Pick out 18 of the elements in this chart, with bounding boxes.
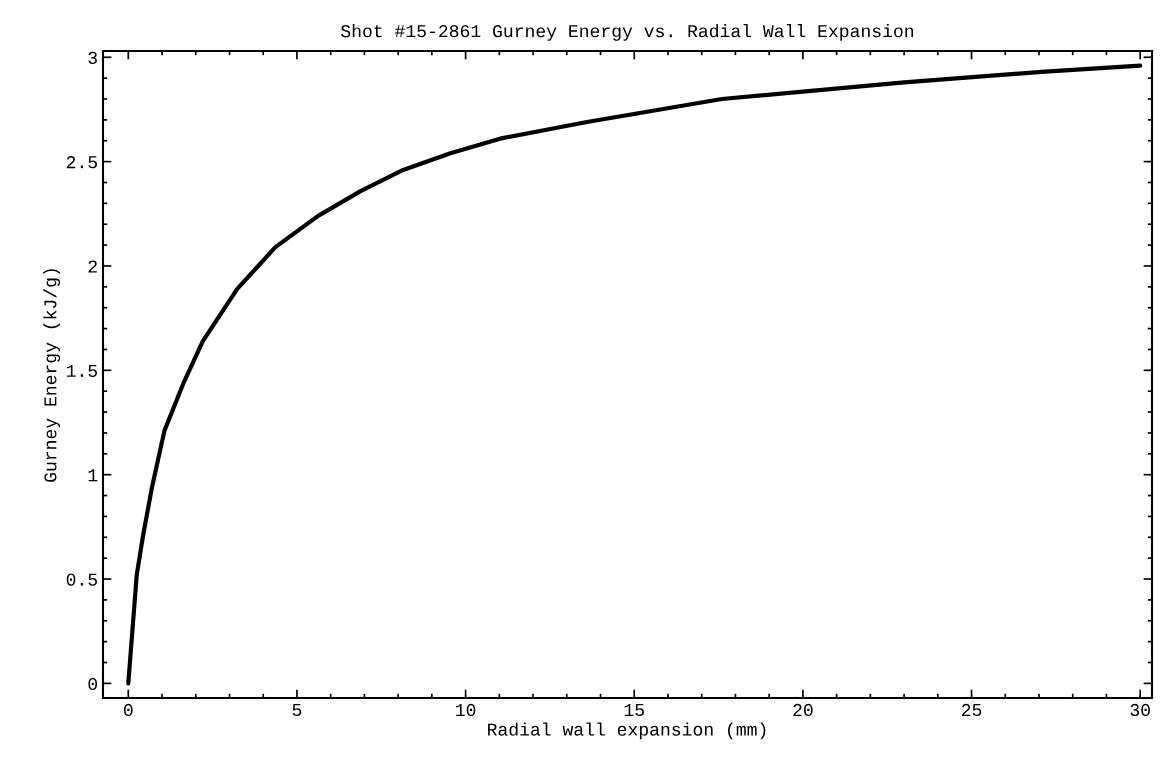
- chart-title: Shot #15-2861 Gurney Energy vs. Radial Wall Expansion: [341, 24, 914, 41]
- y-tick-label: 1.5: [66, 364, 97, 378]
- y-axis-title: Gurney Energy (kJ/g): [43, 269, 61, 482]
- x-tick-label: 0: [123, 703, 133, 717]
- y-tick-label: 1: [88, 469, 98, 482]
- y-tick-label: 3: [88, 51, 97, 64]
- y-tick-label: 0.5: [66, 573, 97, 586]
- y-tick-label: 2: [88, 260, 97, 273]
- x-tick-label: 30: [1130, 703, 1150, 717]
- x-axis-title: Radial wall expansion (mm): [488, 722, 766, 740]
- x-tick-label: 5: [292, 704, 302, 717]
- y-tick-label: 2.5: [66, 156, 97, 169]
- x-tick-label: 20: [793, 703, 813, 717]
- x-tick-label: 15: [624, 704, 644, 717]
- line-series: [126, 63, 1143, 686]
- y-tick-label: 0: [88, 677, 98, 691]
- x-tick-label: 10: [456, 703, 476, 717]
- x-tick-label: 25: [961, 703, 982, 717]
